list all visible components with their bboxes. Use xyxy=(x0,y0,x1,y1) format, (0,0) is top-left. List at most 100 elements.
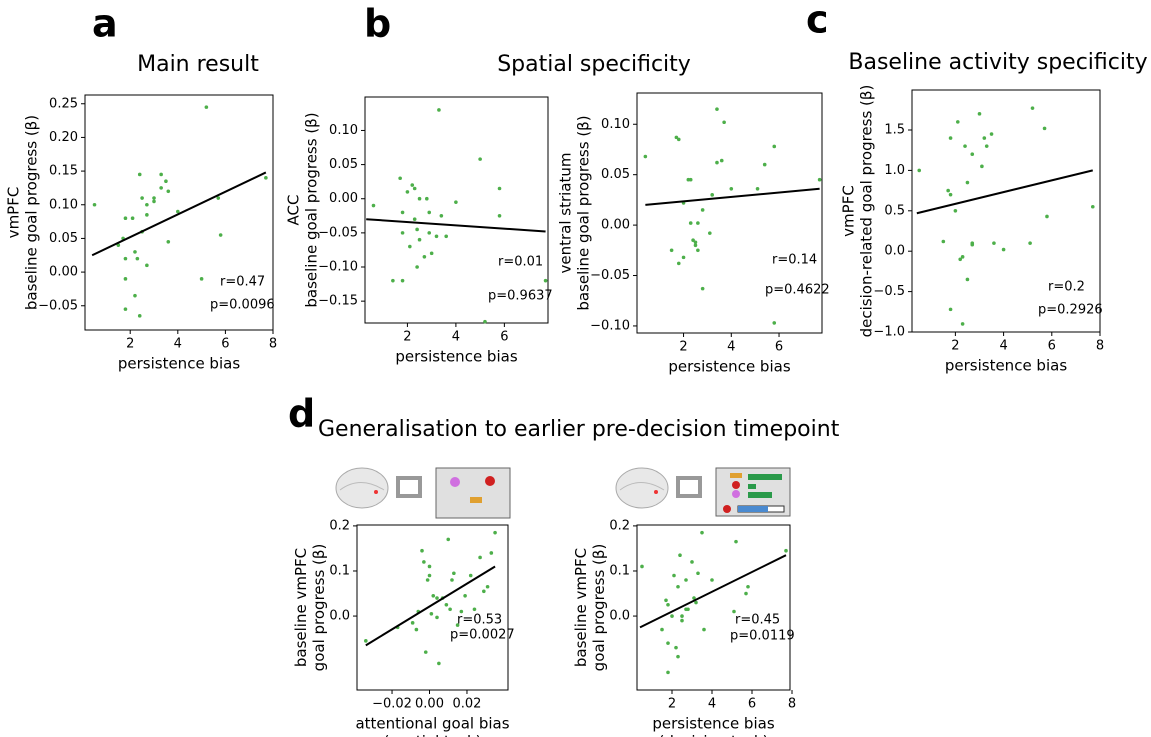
y-axis-label: baseline vmPFC xyxy=(292,548,310,667)
x-tick-label: 2 xyxy=(668,697,676,712)
point xyxy=(130,216,135,221)
point xyxy=(164,179,168,183)
x-axis-label: (spatial task) xyxy=(384,733,482,737)
y-tick-label: −0.05 xyxy=(590,268,630,283)
point xyxy=(264,176,268,180)
point xyxy=(439,214,444,218)
y-tick-label: −0.10 xyxy=(590,318,630,333)
x-tick-label: 4 xyxy=(452,330,460,345)
point xyxy=(1042,126,1047,131)
point xyxy=(204,105,209,109)
y-tick-label: 0.0 xyxy=(609,609,630,624)
point xyxy=(145,202,149,207)
x-axis-label: persistence bias xyxy=(395,348,517,366)
x-tick-label: 0.02 xyxy=(452,697,481,712)
point xyxy=(455,623,460,627)
point xyxy=(459,609,464,614)
point xyxy=(422,560,426,564)
point xyxy=(422,254,427,259)
y-axis-label: ventral striatum xyxy=(557,152,575,273)
x-tick-label: 4 xyxy=(174,337,182,352)
y-tick-label: 0.05 xyxy=(601,167,630,182)
point xyxy=(199,277,204,281)
axes-frame xyxy=(911,89,1101,333)
point xyxy=(948,307,953,312)
point xyxy=(485,584,490,589)
point xyxy=(434,234,439,239)
point xyxy=(435,615,439,620)
point xyxy=(417,196,422,201)
x-tick-label: 8 xyxy=(788,697,796,712)
point xyxy=(746,584,750,589)
y-tick-label: 0.2 xyxy=(609,518,630,533)
point xyxy=(405,190,410,194)
point xyxy=(674,135,679,140)
x-axis-label: persistence bias xyxy=(118,355,240,373)
point xyxy=(702,627,706,632)
point xyxy=(681,255,686,260)
point xyxy=(688,221,693,225)
point xyxy=(371,203,376,208)
x-axis-label: persistence bias xyxy=(652,715,774,733)
point xyxy=(400,231,405,235)
point xyxy=(970,242,975,247)
point xyxy=(431,593,436,598)
point xyxy=(454,200,458,204)
axes-frame xyxy=(84,94,274,331)
x-tick-label: 6 xyxy=(775,340,783,355)
point xyxy=(427,573,432,578)
y-axis-label: baseline goal progress (β) xyxy=(23,115,41,310)
point xyxy=(946,188,950,193)
y-axis-label: baseline vmPFC xyxy=(572,548,590,667)
point xyxy=(960,255,965,259)
x-tick-label: 2 xyxy=(951,339,959,354)
y-axis-label: vmPFC xyxy=(5,187,23,239)
point xyxy=(166,189,171,194)
point xyxy=(123,216,128,221)
point xyxy=(159,172,163,177)
point xyxy=(676,654,680,659)
point xyxy=(427,564,432,569)
x-tick-label: −0.02 xyxy=(372,697,412,712)
x-axis-label: (decision task) xyxy=(659,733,769,737)
annotation: r=0.01 xyxy=(498,255,543,270)
point xyxy=(666,641,670,645)
x-tick-label: 8 xyxy=(269,337,277,352)
point xyxy=(152,199,156,204)
point xyxy=(123,277,128,281)
point xyxy=(398,176,402,181)
annotation: p=0.2926 xyxy=(1038,303,1103,318)
point xyxy=(762,162,767,167)
axes-frame xyxy=(356,524,509,691)
point xyxy=(722,120,726,125)
point xyxy=(482,589,486,594)
panel-letter: a xyxy=(92,2,118,46)
y-tick-label: 0.2 xyxy=(329,518,350,533)
point xyxy=(670,614,674,618)
point xyxy=(417,237,422,242)
fit-line xyxy=(366,218,546,233)
point xyxy=(680,618,684,623)
point xyxy=(989,132,994,136)
point xyxy=(429,251,434,256)
point xyxy=(664,598,668,603)
point xyxy=(123,256,128,261)
point xyxy=(463,593,467,598)
fit-line xyxy=(639,554,787,629)
point xyxy=(953,208,958,213)
x-tick-label: 8 xyxy=(1096,339,1104,354)
point xyxy=(984,144,989,148)
point xyxy=(400,210,405,215)
point xyxy=(700,208,705,212)
annotation: r=0.47 xyxy=(220,275,265,290)
y-tick-label: 0.00 xyxy=(601,218,630,233)
panel-title: Generalisation to earlier pre-decision t… xyxy=(318,417,840,442)
panel-title: Main result xyxy=(137,52,259,77)
point xyxy=(1001,247,1006,252)
point xyxy=(425,578,430,582)
x-axis-label: persistence bias xyxy=(668,358,790,376)
y-tick-label: 0.15 xyxy=(49,164,78,179)
annotation: p=0.4622 xyxy=(765,283,830,298)
point xyxy=(410,183,415,187)
